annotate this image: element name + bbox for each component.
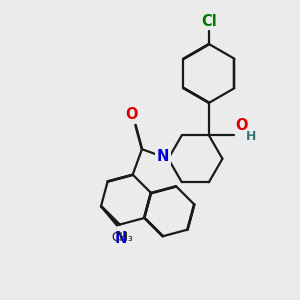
- Text: CH₃: CH₃: [112, 231, 133, 244]
- Text: H: H: [246, 130, 257, 143]
- Text: N: N: [115, 231, 127, 246]
- Text: Cl: Cl: [201, 14, 217, 29]
- Text: N: N: [157, 149, 169, 164]
- Text: O: O: [236, 118, 248, 133]
- Text: O: O: [126, 107, 138, 122]
